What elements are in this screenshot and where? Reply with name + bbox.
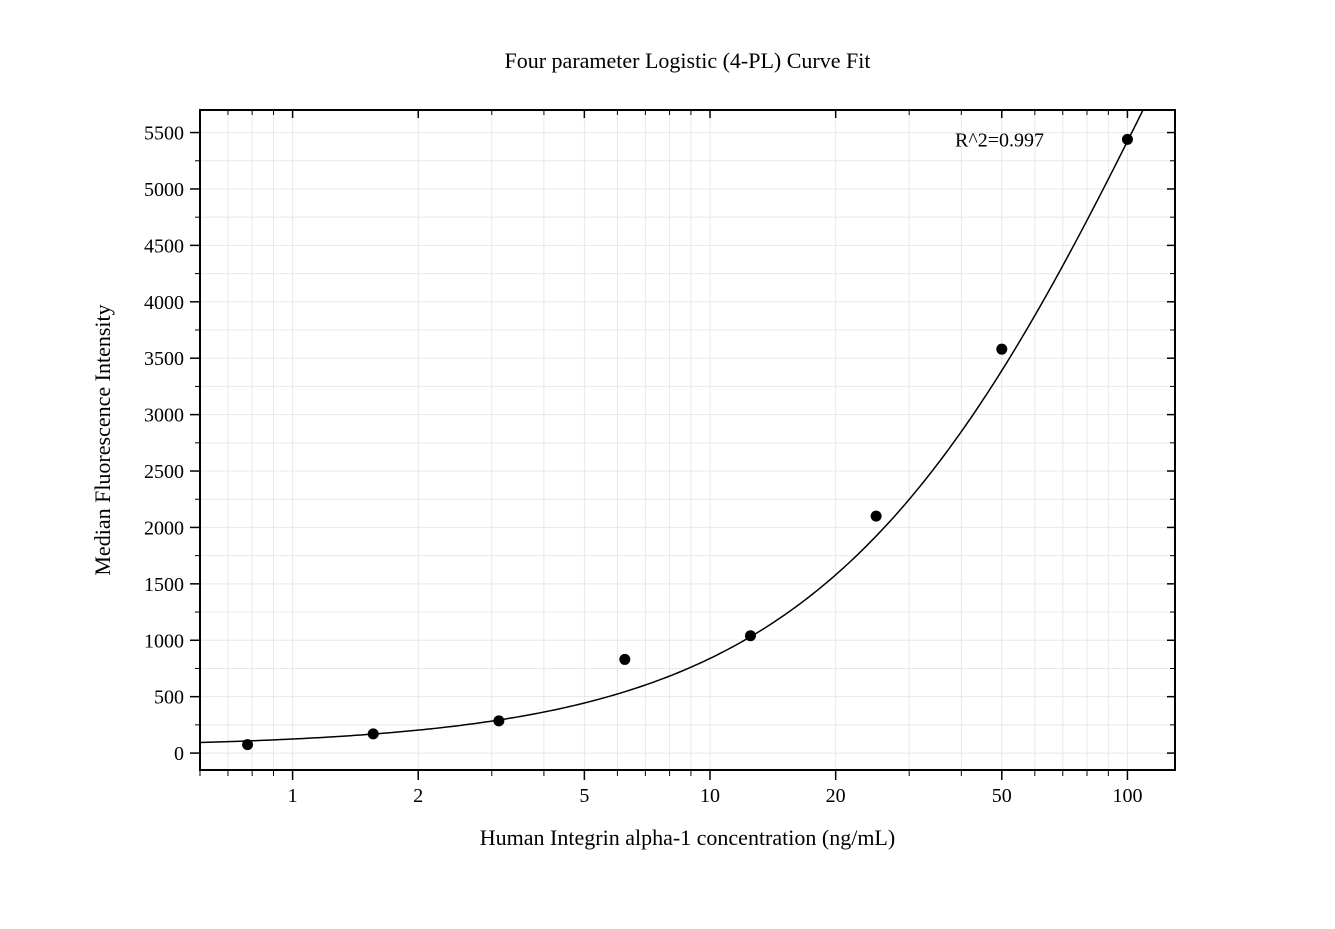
y-tick-label: 2500 (144, 461, 184, 483)
data-point (619, 654, 630, 665)
y-tick-label: 1000 (144, 630, 184, 652)
x-tick-label: 50 (992, 785, 1012, 807)
data-point (242, 739, 253, 750)
data-point (745, 630, 756, 641)
y-axis-label-svg: Median Fluorescence Intensity (90, 304, 115, 575)
chart-container: 1251020501000500100015002000250030003500… (0, 0, 1335, 929)
x-axis-label-svg: Human Integrin alpha-1 concentration (ng… (480, 825, 895, 850)
curve-fit-chart: 1251020501000500100015002000250030003500… (0, 0, 1335, 929)
y-tick-label: 3500 (144, 348, 184, 370)
data-point (1122, 134, 1133, 145)
y-tick-label: 4000 (144, 292, 184, 314)
y-tick-label: 4500 (144, 235, 184, 257)
data-point (996, 344, 1007, 355)
y-tick-label: 3000 (144, 405, 184, 427)
y-tick-label: 2000 (144, 517, 184, 539)
data-point (493, 715, 504, 726)
chart-title-svg: Four parameter Logistic (4-PL) Curve Fit (505, 48, 871, 73)
data-point (871, 511, 882, 522)
x-tick-label: 20 (826, 785, 846, 807)
y-tick-label: 5000 (144, 179, 184, 201)
x-tick-label: 1 (288, 785, 298, 807)
y-tick-label: 5500 (144, 123, 184, 145)
y-tick-label: 1500 (144, 574, 184, 596)
y-tick-label: 500 (154, 687, 184, 709)
data-point (368, 728, 379, 739)
x-tick-label: 100 (1112, 785, 1142, 807)
x-tick-label: 2 (413, 785, 423, 807)
x-tick-label: 5 (579, 785, 589, 807)
y-tick-label: 0 (174, 743, 184, 765)
r-squared-annotation-svg: R^2=0.997 (955, 129, 1044, 151)
x-tick-label: 10 (700, 785, 720, 807)
